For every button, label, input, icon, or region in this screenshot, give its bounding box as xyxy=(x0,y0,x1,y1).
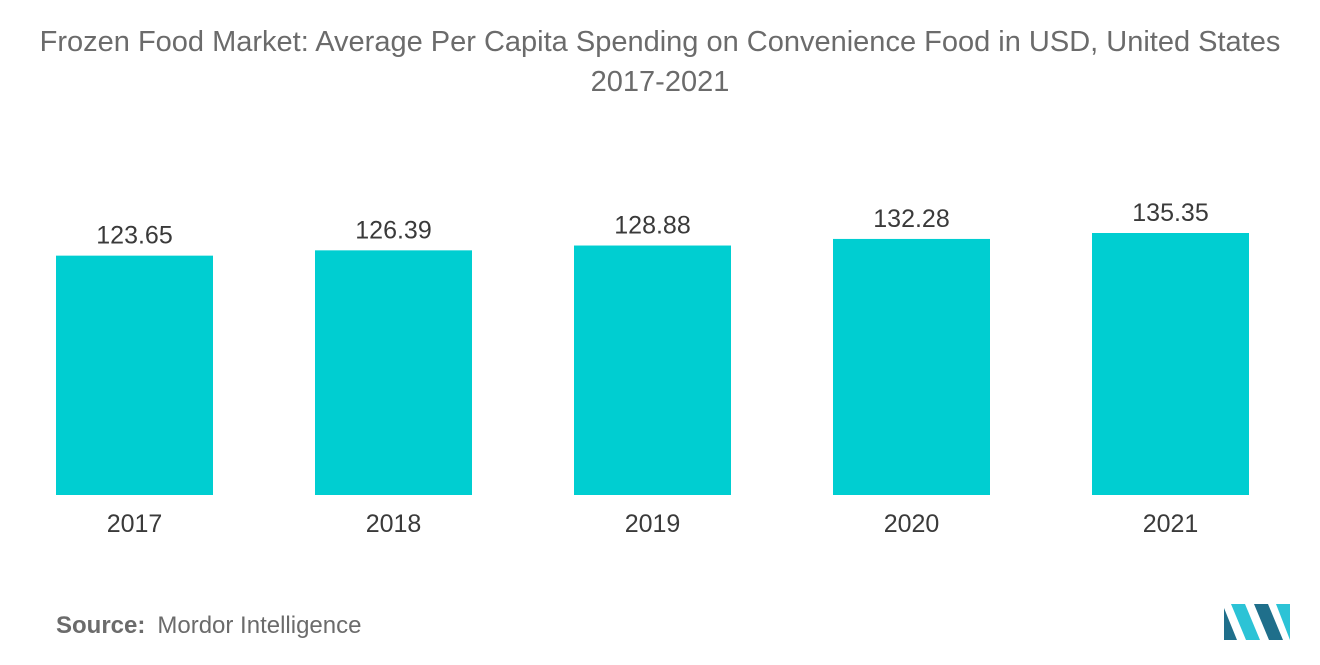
bar-value-label: 123.65 xyxy=(96,222,172,250)
bar-chart: 123.65 2017 126.39 2018 128.88 2019 132.28 2020… xyxy=(56,199,1249,538)
chart-title: Frozen Food Market: Average Per Capita S… xyxy=(39,26,1281,98)
source-key: Source: xyxy=(56,612,146,639)
bar-2021 xyxy=(1092,233,1249,495)
bar-2020 xyxy=(833,238,990,495)
category-label: 2018 xyxy=(366,510,422,538)
bar-2019 xyxy=(574,245,731,495)
source-note: Source: Mordor Intelligence xyxy=(56,612,361,640)
bar-value-label: 128.88 xyxy=(614,212,690,240)
bar-value-label: 135.35 xyxy=(1132,199,1208,227)
category-label: 2019 xyxy=(625,510,681,538)
bar-value-label: 126.39 xyxy=(355,216,431,244)
mordor-intelligence-logo xyxy=(1224,604,1290,640)
bar-2018 xyxy=(315,250,472,495)
category-label: 2021 xyxy=(1143,510,1199,538)
bar-2017 xyxy=(56,255,213,495)
source-value: Mordor Intelligence xyxy=(157,612,362,639)
bar-value-label: 132.28 xyxy=(873,205,949,233)
category-label: 2020 xyxy=(884,510,940,538)
category-label: 2017 xyxy=(107,510,163,538)
